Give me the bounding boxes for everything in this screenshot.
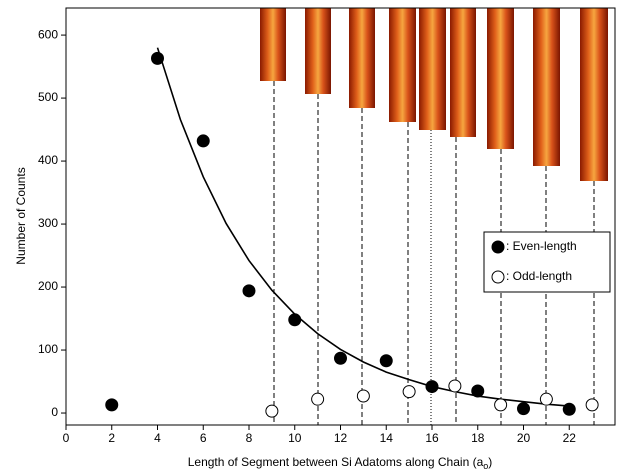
x-tick-label: 0	[63, 431, 70, 445]
stm-image	[349, 8, 375, 108]
x-axis-title: Length of Segment between Si Adatoms alo…	[188, 455, 493, 471]
stm-images	[260, 8, 608, 425]
data-point	[540, 393, 552, 405]
data-point	[312, 393, 324, 405]
stm-image	[580, 8, 608, 181]
x-tick-label: 4	[154, 431, 161, 445]
data-point	[357, 390, 369, 402]
x-tick-label: 10	[288, 431, 302, 445]
y-tick-label: 300	[38, 216, 58, 230]
stm-image	[419, 8, 446, 130]
stm-image	[305, 8, 331, 94]
x-title-end: )	[488, 455, 492, 469]
legend-label: : Even-length	[506, 239, 577, 253]
x-tick-label: 16	[425, 431, 439, 445]
y-tick-label: 0	[51, 405, 58, 419]
y-tick-label: 100	[38, 342, 58, 356]
x-tick-label: 14	[380, 431, 394, 445]
x-tick-label: 18	[471, 431, 485, 445]
y-tick-label: 500	[38, 90, 58, 104]
x-tick-label: 2	[108, 431, 115, 445]
data-point	[586, 399, 598, 411]
stm-image	[533, 8, 560, 166]
stm-image	[450, 8, 476, 137]
stm-image	[260, 8, 286, 81]
y-tick-label: 400	[38, 153, 58, 167]
data-point	[243, 285, 255, 297]
y-axis-title: Number of Counts	[14, 167, 28, 264]
x-tick-label: 20	[517, 431, 531, 445]
data-point	[266, 405, 278, 417]
data-point	[289, 314, 301, 326]
data-point	[426, 381, 438, 393]
data-point	[197, 135, 209, 147]
x-tick-label: 22	[563, 431, 577, 445]
y-tick-label: 200	[38, 279, 58, 293]
data-point	[380, 355, 392, 367]
data-point	[335, 352, 347, 364]
data-point	[106, 399, 118, 411]
stm-image	[487, 8, 514, 149]
stm-image	[389, 8, 416, 122]
chart: Number of Counts Length of Segment betwe…	[0, 0, 621, 474]
legend-label: : Odd-length	[506, 269, 572, 283]
data-point	[449, 380, 461, 392]
data-point	[472, 385, 484, 397]
legend-marker	[492, 241, 504, 253]
data-point	[403, 386, 415, 398]
data-point	[563, 403, 575, 415]
x-title-main: Length of Segment between Si Adatoms alo…	[188, 455, 484, 469]
x-tick-label: 12	[334, 431, 348, 445]
data-point	[152, 52, 164, 64]
legend-marker	[492, 271, 504, 283]
data-point	[495, 399, 507, 411]
x-tick-label: 6	[200, 431, 207, 445]
y-tick-label: 600	[38, 27, 58, 41]
data-point	[518, 403, 530, 415]
x-tick-label: 8	[246, 431, 253, 445]
